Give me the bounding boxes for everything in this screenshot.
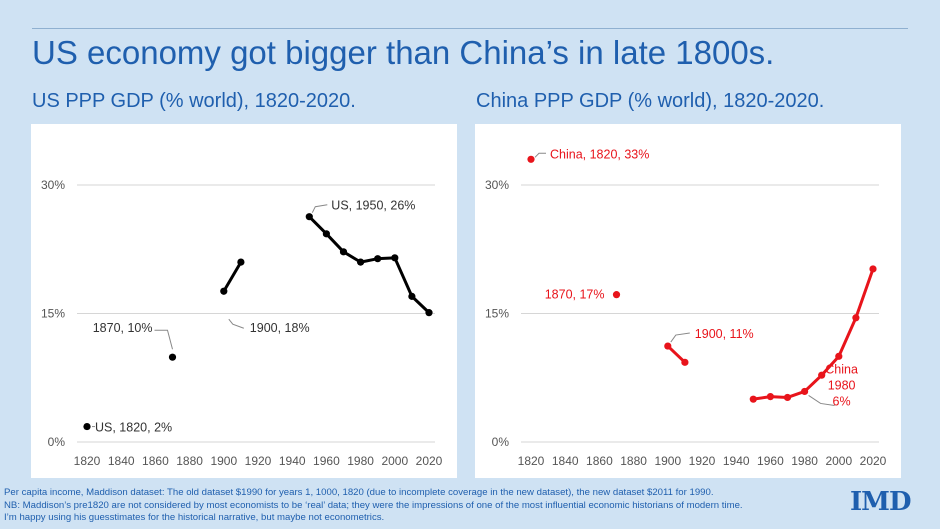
china-xtick-label: 1920 xyxy=(689,454,716,468)
china-data-point xyxy=(818,371,826,379)
china-xtick-label: 2020 xyxy=(860,454,887,468)
us-annotation-leader xyxy=(228,318,244,329)
china-ytick-label: 0% xyxy=(492,435,510,449)
us-data-point xyxy=(339,248,348,256)
china-data-point xyxy=(527,155,535,163)
china-ytick-label: 30% xyxy=(485,178,509,192)
china-data-point xyxy=(766,392,774,401)
china-data-point xyxy=(681,358,689,366)
china-xtick-label: 1840 xyxy=(552,454,579,468)
china-chart: 0% 15% 30% 1820 1840 1860 1880 1900 1920 1940 1960… xyxy=(485,147,887,468)
china-xtick-label: 1980 xyxy=(791,454,818,468)
us-data-point xyxy=(374,255,382,263)
us-data-point xyxy=(168,353,177,361)
us-xtick-label: 1880 xyxy=(176,454,203,468)
china-annotation-label: China xyxy=(825,362,858,376)
us-data-point xyxy=(357,258,365,266)
page-title: US economy got bigger than China’s in la… xyxy=(32,34,775,71)
us-data-point xyxy=(83,422,91,431)
us-annotation-label: US, 1820, 2% xyxy=(95,421,172,435)
china-data-point xyxy=(869,265,877,273)
us-xtick-label: 1860 xyxy=(142,454,169,468)
us-xtick-label: 1900 xyxy=(210,454,237,468)
china-data-point xyxy=(664,342,672,350)
us-series-line xyxy=(222,260,243,293)
china-data-point xyxy=(612,291,621,299)
china-data-point xyxy=(801,387,809,396)
us-ytick-label: 15% xyxy=(41,307,65,321)
us-chart: 0% 15% 30% 1820 1840 1860 1880 1900 1920 1940 1960… xyxy=(41,178,443,468)
china-annotation-leader xyxy=(808,395,835,406)
china-xtick-label: 1860 xyxy=(586,454,613,468)
china-annotation-label: China, 1820, 33% xyxy=(550,147,649,161)
us-data-point xyxy=(305,213,313,221)
china-data-point xyxy=(835,352,843,360)
us-data-point xyxy=(322,230,330,238)
us-chart-panel: 0% 15% 30% 1820 1840 1860 1880 1900 1920 1940 1960… xyxy=(31,124,457,478)
china-xtick-label: 1940 xyxy=(723,454,750,468)
us-data-point xyxy=(425,309,433,317)
us-data-point xyxy=(220,287,228,295)
china-annotation-leader xyxy=(670,332,690,343)
us-xtick-label: 1980 xyxy=(347,454,374,468)
china-xtick-label: 1900 xyxy=(654,454,681,468)
china-annotation-label: 6% xyxy=(833,394,851,408)
china-series-line xyxy=(666,344,687,364)
china-xtick-label: 1960 xyxy=(757,454,784,468)
footnote-line-3: I’m happy using his guesstimates for the… xyxy=(4,512,385,523)
footnote-line-2: NB: Maddison’s pre1820 are not considere… xyxy=(4,499,743,511)
china-ytick-label: 15% xyxy=(485,307,509,321)
us-chart-title: US PPP GDP (% world), 1820-2020. xyxy=(32,90,356,112)
china-chart-panel: 0% 15% 30% 1820 1840 1860 1880 1900 1920 1940 1960… xyxy=(475,124,901,478)
us-data-point xyxy=(391,254,399,262)
china-annotation-leader xyxy=(534,152,546,158)
china-data-point xyxy=(783,393,792,402)
us-xtick-label: 2000 xyxy=(381,454,408,468)
us-data-point xyxy=(237,258,245,266)
us-ytick-label: 30% xyxy=(41,178,65,192)
us-xtick-label: 1960 xyxy=(313,454,340,468)
china-xtick-label: 1880 xyxy=(620,454,647,468)
us-series-line xyxy=(307,215,431,315)
china-annotation-label: 1870, 17% xyxy=(545,288,605,302)
china-data-point xyxy=(852,314,860,322)
china-annotation-label: 1980 xyxy=(828,378,856,392)
us-annotation-label: 1900, 18% xyxy=(250,321,310,335)
us-xtick-label: 1940 xyxy=(279,454,306,468)
china-data-point xyxy=(749,395,757,403)
us-xtick-label: 1820 xyxy=(74,454,101,468)
us-annotation-leader xyxy=(311,204,328,213)
china-annotation-label: 1900, 11% xyxy=(695,327,754,341)
us-xtick-label: 2020 xyxy=(416,454,443,468)
us-annotation-leader xyxy=(154,329,173,350)
title-rule xyxy=(32,28,908,29)
us-data-point xyxy=(408,292,416,300)
china-xtick-label: 1820 xyxy=(518,454,545,468)
us-annotation-label: US, 1950, 26% xyxy=(331,199,415,213)
us-annotation-label: 1870, 10% xyxy=(93,321,153,335)
us-xtick-label: 1920 xyxy=(245,454,272,468)
china-xtick-label: 2000 xyxy=(825,454,852,468)
footnote-line-1: Per capita income, Maddison dataset: The… xyxy=(4,487,714,498)
footnote: Per capita income, Maddison dataset: The… xyxy=(4,487,743,525)
us-xtick-label: 1840 xyxy=(108,454,135,468)
imd-logo: IMD xyxy=(850,487,911,517)
us-ytick-label: 0% xyxy=(48,435,66,449)
china-chart-title: China PPP GDP (% world), 1820-2020. xyxy=(476,90,825,112)
